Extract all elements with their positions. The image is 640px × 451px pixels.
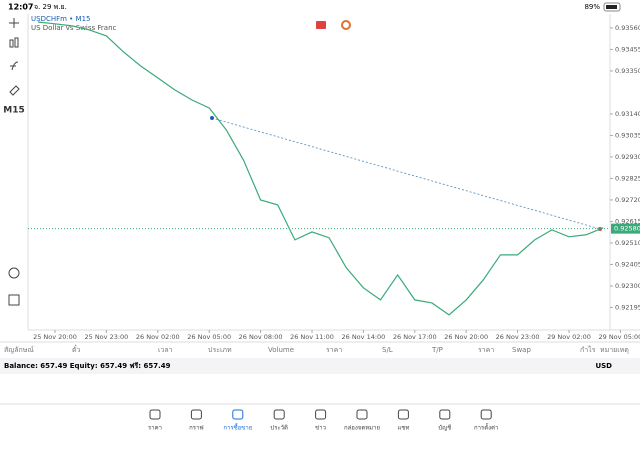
tab-icon[interactable] <box>149 409 161 420</box>
tab-icon[interactable] <box>356 409 368 420</box>
y-tick-label: 0.92930 <box>615 153 640 161</box>
y-tick-label: 0.92405 <box>615 260 640 268</box>
tab-label[interactable]: การซื้อขาย <box>223 422 252 432</box>
x-tick-label: 26 Nov 11:00 <box>290 333 334 341</box>
tab-label[interactable]: กล่องจดหมาย <box>344 425 380 432</box>
x-tick-label: 26 Nov 14:00 <box>341 333 385 341</box>
trade-button[interactable] <box>316 21 326 29</box>
indicator-tool[interactable] <box>10 61 19 71</box>
table-column-header: ประเภท <box>208 346 232 354</box>
tab-icon[interactable] <box>315 409 327 420</box>
table-column-header: S/L <box>382 346 393 354</box>
table-column-header: ตั๋ว <box>72 345 81 354</box>
y-tick-label: 0.92825 <box>615 174 640 182</box>
tab-icon[interactable] <box>397 409 409 420</box>
y-tick-label: 0.92510 <box>615 239 640 247</box>
table-column-header: หมายเหตุ <box>600 346 629 354</box>
price-line <box>37 21 604 316</box>
tab-label[interactable]: ราคา <box>148 425 162 432</box>
table-column-header: เวลา <box>158 346 173 354</box>
tab-label[interactable]: กราฟ <box>189 425 203 432</box>
tab-label[interactable]: บัญชี <box>438 424 451 432</box>
y-tick-label: 0.93560 <box>615 24 640 32</box>
table-column-header: กำไร <box>580 345 596 354</box>
table-column-header: T/P <box>431 346 443 354</box>
status-date: จ. 29 พ.ย. <box>34 3 67 11</box>
chart-type-tool-b <box>14 37 19 48</box>
crosshair-tool[interactable] <box>9 18 19 28</box>
x-tick-label: 25 Nov 23:00 <box>84 333 128 341</box>
y-tick-label: 0.92720 <box>615 196 640 204</box>
trend-line <box>211 117 601 230</box>
x-tick-label: 26 Nov 20:00 <box>444 333 488 341</box>
y-tick-label: 0.93350 <box>615 67 640 75</box>
y-tick-label: 0.92195 <box>615 303 640 311</box>
table-column-header: Swap <box>512 346 531 354</box>
balance-text: Balance: 657.49 Equity: 657.49 ฟรี: 657.… <box>4 362 171 370</box>
table-column-header: ราคา <box>326 346 342 354</box>
x-tick-label: 29 Nov 05:00 <box>598 333 640 341</box>
balance-currency: USD <box>595 362 612 370</box>
table-column-header: Volume <box>268 346 294 354</box>
tab-icon[interactable] <box>480 409 492 420</box>
tab-label[interactable]: ประวัติ <box>270 425 288 432</box>
battery-icon <box>603 2 621 12</box>
chart-settings-tool[interactable] <box>8 267 20 279</box>
chart-description: US Dollar vs Swiss Franc <box>31 24 117 32</box>
x-tick-label: 26 Nov 05:00 <box>187 333 231 341</box>
status-time: 12:07 <box>8 3 33 12</box>
x-tick-label: 26 Nov 17:00 <box>393 333 437 341</box>
y-tick-label: 0.93035 <box>615 131 640 139</box>
y-tick-label: 0.92615 <box>615 217 640 225</box>
y-tick-label: 0.93455 <box>615 45 640 53</box>
table-column-header: สัญลักษณ์ <box>4 346 34 354</box>
tab-icon[interactable] <box>190 409 202 420</box>
left-toolbar <box>8 18 20 306</box>
balance-row-bg <box>0 358 640 374</box>
status-battery: 89% <box>584 3 600 11</box>
tab-icon[interactable] <box>439 409 451 420</box>
timeframe-button[interactable]: M15 <box>3 106 24 116</box>
table-column-header: ราคา <box>478 346 494 354</box>
y-tick-label: 0.92300 <box>615 282 640 290</box>
current-price-label: 0.92580 <box>614 225 640 233</box>
chart-type-tool[interactable] <box>9 39 14 48</box>
x-tick-label: 26 Nov 02:00 <box>136 333 180 341</box>
x-tick-label: 29 Nov 02:00 <box>547 333 591 341</box>
tab-label[interactable]: ข่าว <box>315 425 326 432</box>
one-click-button[interactable] <box>341 20 351 30</box>
tab-icon[interactable] <box>273 409 285 420</box>
tab-label[interactable]: การตั้งค่า <box>474 422 498 432</box>
objects-tool[interactable] <box>9 85 20 96</box>
y-tick-label: 0.93140 <box>615 110 640 118</box>
x-tick-label: 26 Nov 08:00 <box>239 333 283 341</box>
x-tick-label: 26 Nov 23:00 <box>496 333 540 341</box>
chart-symbol: USDCHFm • M15 <box>31 15 90 23</box>
tab-icon[interactable] <box>232 409 244 420</box>
order-tool[interactable] <box>8 294 20 306</box>
tab-label[interactable]: แชท <box>397 425 409 432</box>
trend-anchor <box>210 116 214 120</box>
current-price-box <box>611 223 640 234</box>
battery-level <box>606 5 617 9</box>
x-tick-label: 25 Nov 20:00 <box>33 333 77 341</box>
